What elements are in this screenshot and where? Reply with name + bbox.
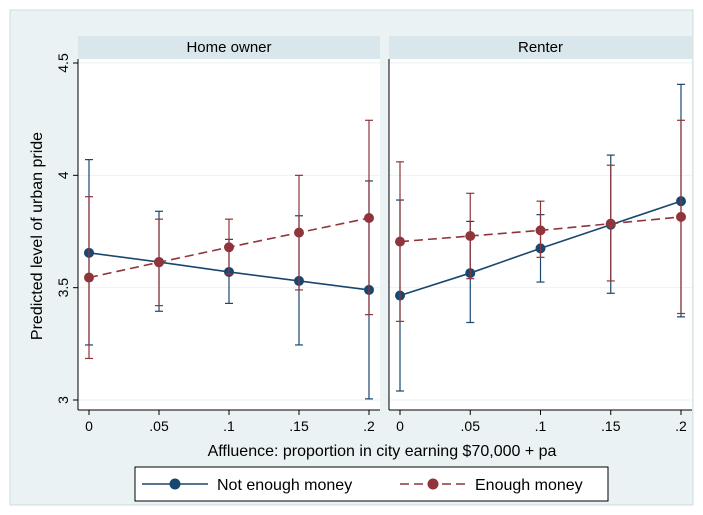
- x-tick-label: .05: [461, 418, 481, 434]
- y-axis-title: Predicted level of urban pride: [29, 132, 46, 340]
- legend: Not enough money Enough money: [134, 466, 609, 502]
- data-point-enough-money: [84, 272, 94, 283]
- x-tick-label: 0: [396, 418, 404, 434]
- x-tick-label: .1: [535, 418, 547, 434]
- y-tick-label: 3.5: [55, 278, 71, 298]
- legend-marker-enough: [427, 478, 439, 490]
- data-point-enough-money: [676, 211, 686, 222]
- panel-title: Renter: [518, 39, 563, 56]
- panel-title: Home owner: [186, 39, 271, 56]
- y-tick-label: 4: [55, 171, 71, 179]
- x-tick-label: .15: [601, 418, 621, 434]
- y-tick-label: 4.5: [55, 53, 71, 73]
- data-point-enough-money: [395, 236, 405, 247]
- x-tick-label: .15: [289, 418, 309, 434]
- panel-home-owner: Home owner 0 .05 .1 .15 .2 3 3.5 4 4.5: [55, 36, 380, 434]
- data-point-enough-money: [154, 257, 164, 268]
- legend-label-not-enough: Not enough money: [217, 477, 352, 494]
- panel-strip: [78, 36, 380, 59]
- x-tick-label: .1: [223, 418, 235, 434]
- panel-renter: Renter 0 .05 .1 .15 .2: [388, 36, 692, 434]
- legend-label-enough: Enough money: [475, 477, 583, 494]
- y-tick-label: 3: [55, 396, 71, 404]
- x-tick-label: .2: [363, 418, 375, 434]
- x-tick-label: 0: [85, 418, 93, 434]
- legend-box: [134, 466, 609, 502]
- data-point-enough-money: [294, 227, 304, 238]
- data-point-enough-money: [605, 218, 616, 229]
- data-point-enough-money: [535, 225, 546, 236]
- data-point-enough-money: [224, 242, 234, 253]
- x-axis-title: Affluence: proportion in city earning $7…: [208, 443, 557, 460]
- panel-strip: [389, 36, 692, 59]
- data-point-enough-money: [465, 230, 476, 241]
- x-tick-label: .2: [675, 418, 687, 434]
- x-tick-label: .05: [149, 418, 169, 434]
- data-point-enough-money: [364, 213, 374, 224]
- panels-group: Home owner 0 .05 .1 .15 .2 3 3.5 4 4.5 Renter 0 .05.…: [55, 36, 692, 434]
- legend-marker-not-enough: [169, 478, 181, 490]
